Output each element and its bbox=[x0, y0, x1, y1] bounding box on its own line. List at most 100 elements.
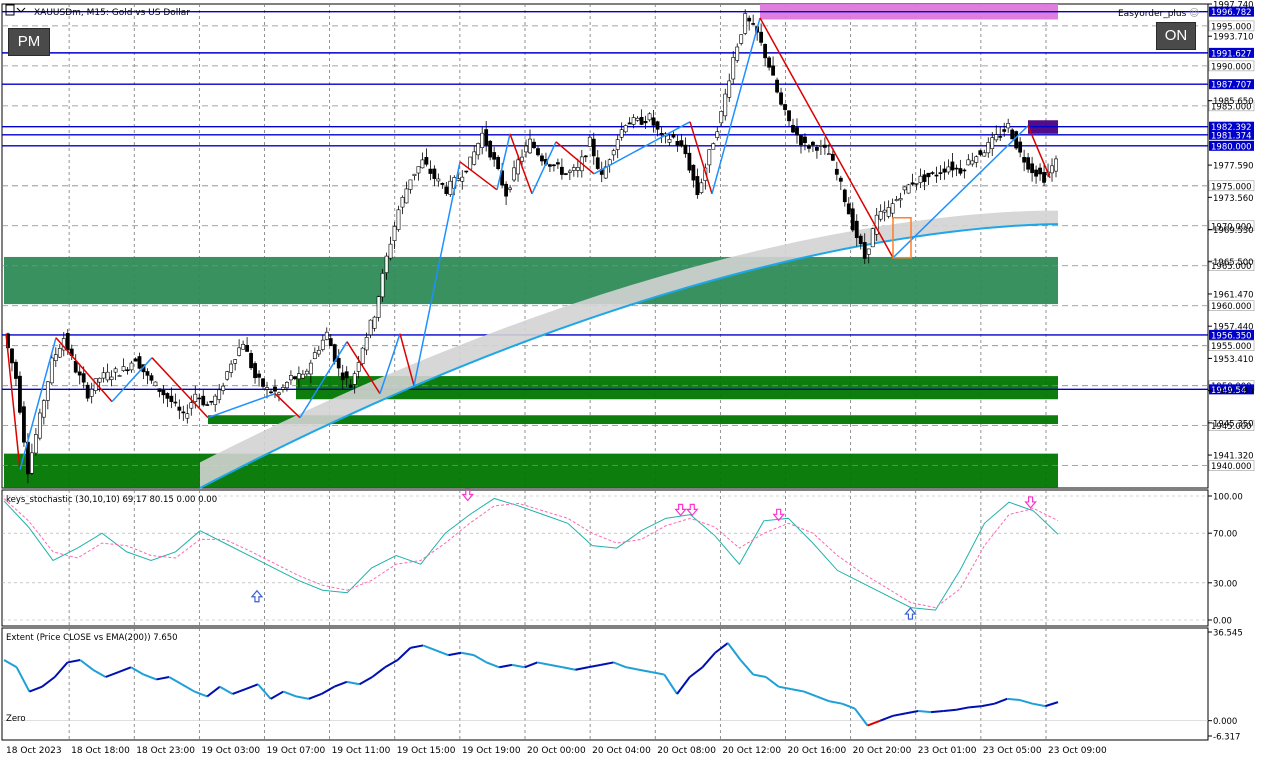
candle-body bbox=[396, 209, 401, 230]
candle-body bbox=[910, 182, 915, 185]
level-label-text: 1982.392 bbox=[1211, 123, 1252, 133]
candle-body bbox=[942, 168, 947, 173]
candle-body bbox=[890, 203, 895, 214]
extent-segment bbox=[41, 676, 56, 688]
candle-body bbox=[49, 357, 54, 384]
zigzag-segment bbox=[399, 333, 415, 386]
candle-body bbox=[77, 371, 82, 376]
extent-segment bbox=[384, 659, 399, 669]
candle-body bbox=[316, 350, 321, 355]
candle-body bbox=[886, 207, 891, 217]
zigzag-segment bbox=[151, 357, 209, 419]
candle-body bbox=[508, 187, 512, 190]
extent-frame bbox=[1, 627, 1209, 741]
candle-body bbox=[583, 155, 588, 158]
extent-segment bbox=[854, 707, 869, 727]
level-label-box bbox=[1208, 300, 1255, 311]
on-button[interactable]: ON bbox=[1156, 22, 1196, 50]
extent-segment bbox=[829, 700, 843, 705]
ea-name-text: Easyorder_plus bbox=[1118, 9, 1187, 19]
y-tick-label: 1993.710 bbox=[1213, 33, 1254, 43]
candle-body bbox=[253, 363, 257, 379]
candle-body bbox=[950, 161, 955, 171]
candle-body bbox=[759, 31, 764, 43]
candle-body bbox=[33, 434, 38, 454]
x-tick-label: 20 Oct 20:00 bbox=[853, 746, 912, 756]
candle-body bbox=[540, 155, 544, 162]
extent-segment bbox=[168, 676, 183, 686]
candle-body bbox=[380, 273, 385, 298]
chart-menu-icon[interactable] bbox=[5, 4, 15, 16]
candle-body bbox=[767, 57, 771, 68]
candle-body bbox=[866, 248, 871, 255]
candle-body bbox=[1042, 172, 1046, 183]
candle-body bbox=[197, 397, 202, 400]
candle-body bbox=[926, 172, 931, 178]
candle-body bbox=[683, 144, 688, 155]
candle-body bbox=[587, 136, 592, 147]
candle-body bbox=[360, 347, 365, 364]
candle-body bbox=[707, 149, 712, 166]
candle-body bbox=[308, 362, 313, 375]
stochastic-panel[interactable]: 100.00 70.00 30.00 0.00 keys_stochastic (30,… bbox=[1, 488, 1243, 627]
candle-body bbox=[484, 129, 489, 146]
candle-body bbox=[105, 371, 110, 381]
candle-body bbox=[10, 348, 14, 364]
level-label-box bbox=[1209, 47, 1254, 58]
sell-arrow-icon bbox=[461, 488, 475, 502]
candle-body bbox=[221, 385, 226, 391]
candle-body bbox=[723, 93, 728, 117]
zigzag-segment bbox=[413, 161, 461, 386]
candle-body bbox=[934, 174, 939, 177]
candle-body bbox=[799, 135, 803, 145]
candle-body bbox=[432, 168, 437, 179]
candle-body bbox=[711, 143, 716, 150]
candle-body bbox=[958, 168, 963, 174]
zone-demand-2 bbox=[208, 415, 1058, 425]
level-label-text: 1975.000 bbox=[1211, 182, 1252, 192]
candle-body bbox=[962, 169, 967, 172]
candle-body bbox=[201, 395, 206, 406]
candle-body bbox=[679, 140, 684, 147]
candle-body bbox=[37, 412, 42, 439]
y-tick-label: 1969.530 bbox=[1213, 226, 1254, 236]
pm-button[interactable]: PM bbox=[8, 28, 50, 56]
stoch-tick-label: 30.00 bbox=[1213, 579, 1237, 589]
level-label-text: 1945.000 bbox=[1211, 422, 1252, 432]
x-tick-label: 19 Oct 07:00 bbox=[267, 746, 326, 756]
candle-body bbox=[137, 356, 142, 369]
candle-body bbox=[695, 176, 700, 196]
candle-body bbox=[193, 393, 198, 402]
extent-segment bbox=[54, 661, 69, 678]
extent-segment bbox=[651, 671, 665, 676]
extent-segment bbox=[1007, 697, 1020, 702]
menu-arrow-icon[interactable] bbox=[16, 7, 26, 13]
x-tick-label: 23 Oct 09:00 bbox=[1048, 746, 1107, 756]
extent-segment bbox=[714, 642, 729, 654]
candle-body bbox=[109, 376, 114, 380]
candle-body bbox=[838, 177, 843, 182]
candle-body bbox=[639, 117, 644, 125]
candle-body bbox=[237, 347, 242, 356]
candle-body bbox=[643, 120, 648, 124]
level-label-box bbox=[1209, 129, 1254, 140]
candle-body bbox=[1038, 167, 1042, 175]
extent-segment bbox=[575, 666, 589, 671]
candle-body bbox=[304, 370, 309, 375]
candle-body bbox=[352, 373, 357, 385]
candle-body bbox=[783, 104, 787, 110]
extent-segment bbox=[1019, 699, 1033, 705]
extent-segment bbox=[206, 685, 221, 698]
candle-body bbox=[189, 402, 194, 409]
candle-body bbox=[1030, 163, 1034, 174]
zigzag-segment bbox=[555, 141, 595, 175]
candle-body bbox=[1018, 141, 1023, 153]
candle-body bbox=[113, 368, 118, 373]
x-tick-label: 19 Oct 11:00 bbox=[332, 746, 391, 756]
candle-body bbox=[1050, 165, 1054, 174]
price-chart[interactable]: 1996.782 1995.000 1991.627 1990.000 1987.707… bbox=[1, 1, 1255, 489]
candle-body bbox=[842, 189, 847, 203]
extent-panel[interactable]: 36.545 0.000 -6.317 Extent (Price CLOSE vs … bbox=[1, 627, 1243, 743]
candle-body bbox=[894, 199, 899, 202]
